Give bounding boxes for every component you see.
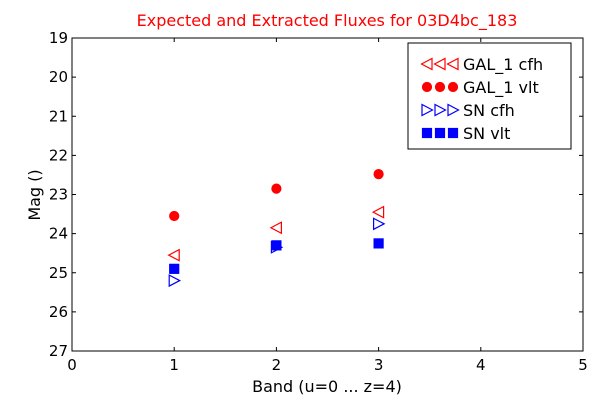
legend-marker-sn-vlt: [434, 127, 446, 139]
data-point-gal-1-cfh: [269, 221, 282, 235]
data-point-sn-cfh: [373, 217, 386, 231]
y-tick-label: 25: [49, 264, 68, 282]
data-point-sn-vlt: [373, 238, 384, 249]
data-point-sn-cfh: [168, 274, 181, 288]
y-axis-label: Mag (): [25, 169, 44, 220]
y-tick-label: 22: [49, 146, 68, 164]
legend-marker-sn-cfh: [421, 103, 434, 117]
legend-label-gal-1-cfh: GAL_1 cfh: [463, 55, 543, 75]
legend-marker-gal-1-cfh: [433, 57, 446, 71]
legend-marker-gal-1-vlt: [434, 81, 446, 93]
legend-label-sn-vlt: SN vlt: [463, 124, 510, 143]
y-tick-label: 24: [49, 225, 68, 243]
legend-marker-gal-1-vlt: [447, 81, 459, 93]
x-tick-label: 3: [374, 356, 384, 374]
y-tick-label: 23: [49, 186, 68, 204]
data-point-gal-1-vlt: [271, 183, 282, 194]
y-tick-label: 20: [49, 68, 68, 86]
y-tick-label: 19: [49, 29, 68, 47]
data-point-sn-vlt: [169, 263, 180, 274]
chart-title: Expected and Extracted Fluxes for 03D4bc…: [137, 11, 518, 31]
legend-marker-gal-1-cfh: [446, 57, 459, 71]
legend-marker-sn-cfh: [447, 103, 460, 117]
legend-marker-sn-cfh: [434, 103, 447, 117]
x-axis-label: Band (u=0 ... z=4): [252, 377, 402, 396]
y-tick-label: 26: [49, 303, 68, 321]
legend-marker-sn-vlt: [421, 127, 433, 139]
legend-marker-gal-1-vlt: [421, 81, 433, 93]
x-tick-label: 4: [476, 356, 486, 374]
legend-label-gal-1-vlt: GAL_1 vlt: [463, 78, 539, 98]
data-point-gal-1-vlt: [373, 169, 384, 180]
x-tick-label: 2: [272, 356, 282, 374]
legend-marker-sn-vlt: [447, 127, 459, 139]
data-point-sn-vlt: [271, 240, 282, 251]
legend-label-sn-cfh: SN cfh: [463, 101, 515, 120]
x-tick-label: 0: [67, 356, 77, 374]
x-tick-label: 1: [169, 356, 179, 374]
x-tick-label: 5: [578, 356, 588, 374]
data-point-gal-1-cfh: [167, 248, 180, 262]
data-point-gal-1-vlt: [169, 210, 180, 222]
legend-marker-gal-1-cfh: [420, 57, 433, 71]
y-tick-label: 27: [49, 342, 68, 360]
y-tick-label: 21: [49, 107, 68, 125]
data-point-gal-1-cfh: [371, 205, 385, 219]
